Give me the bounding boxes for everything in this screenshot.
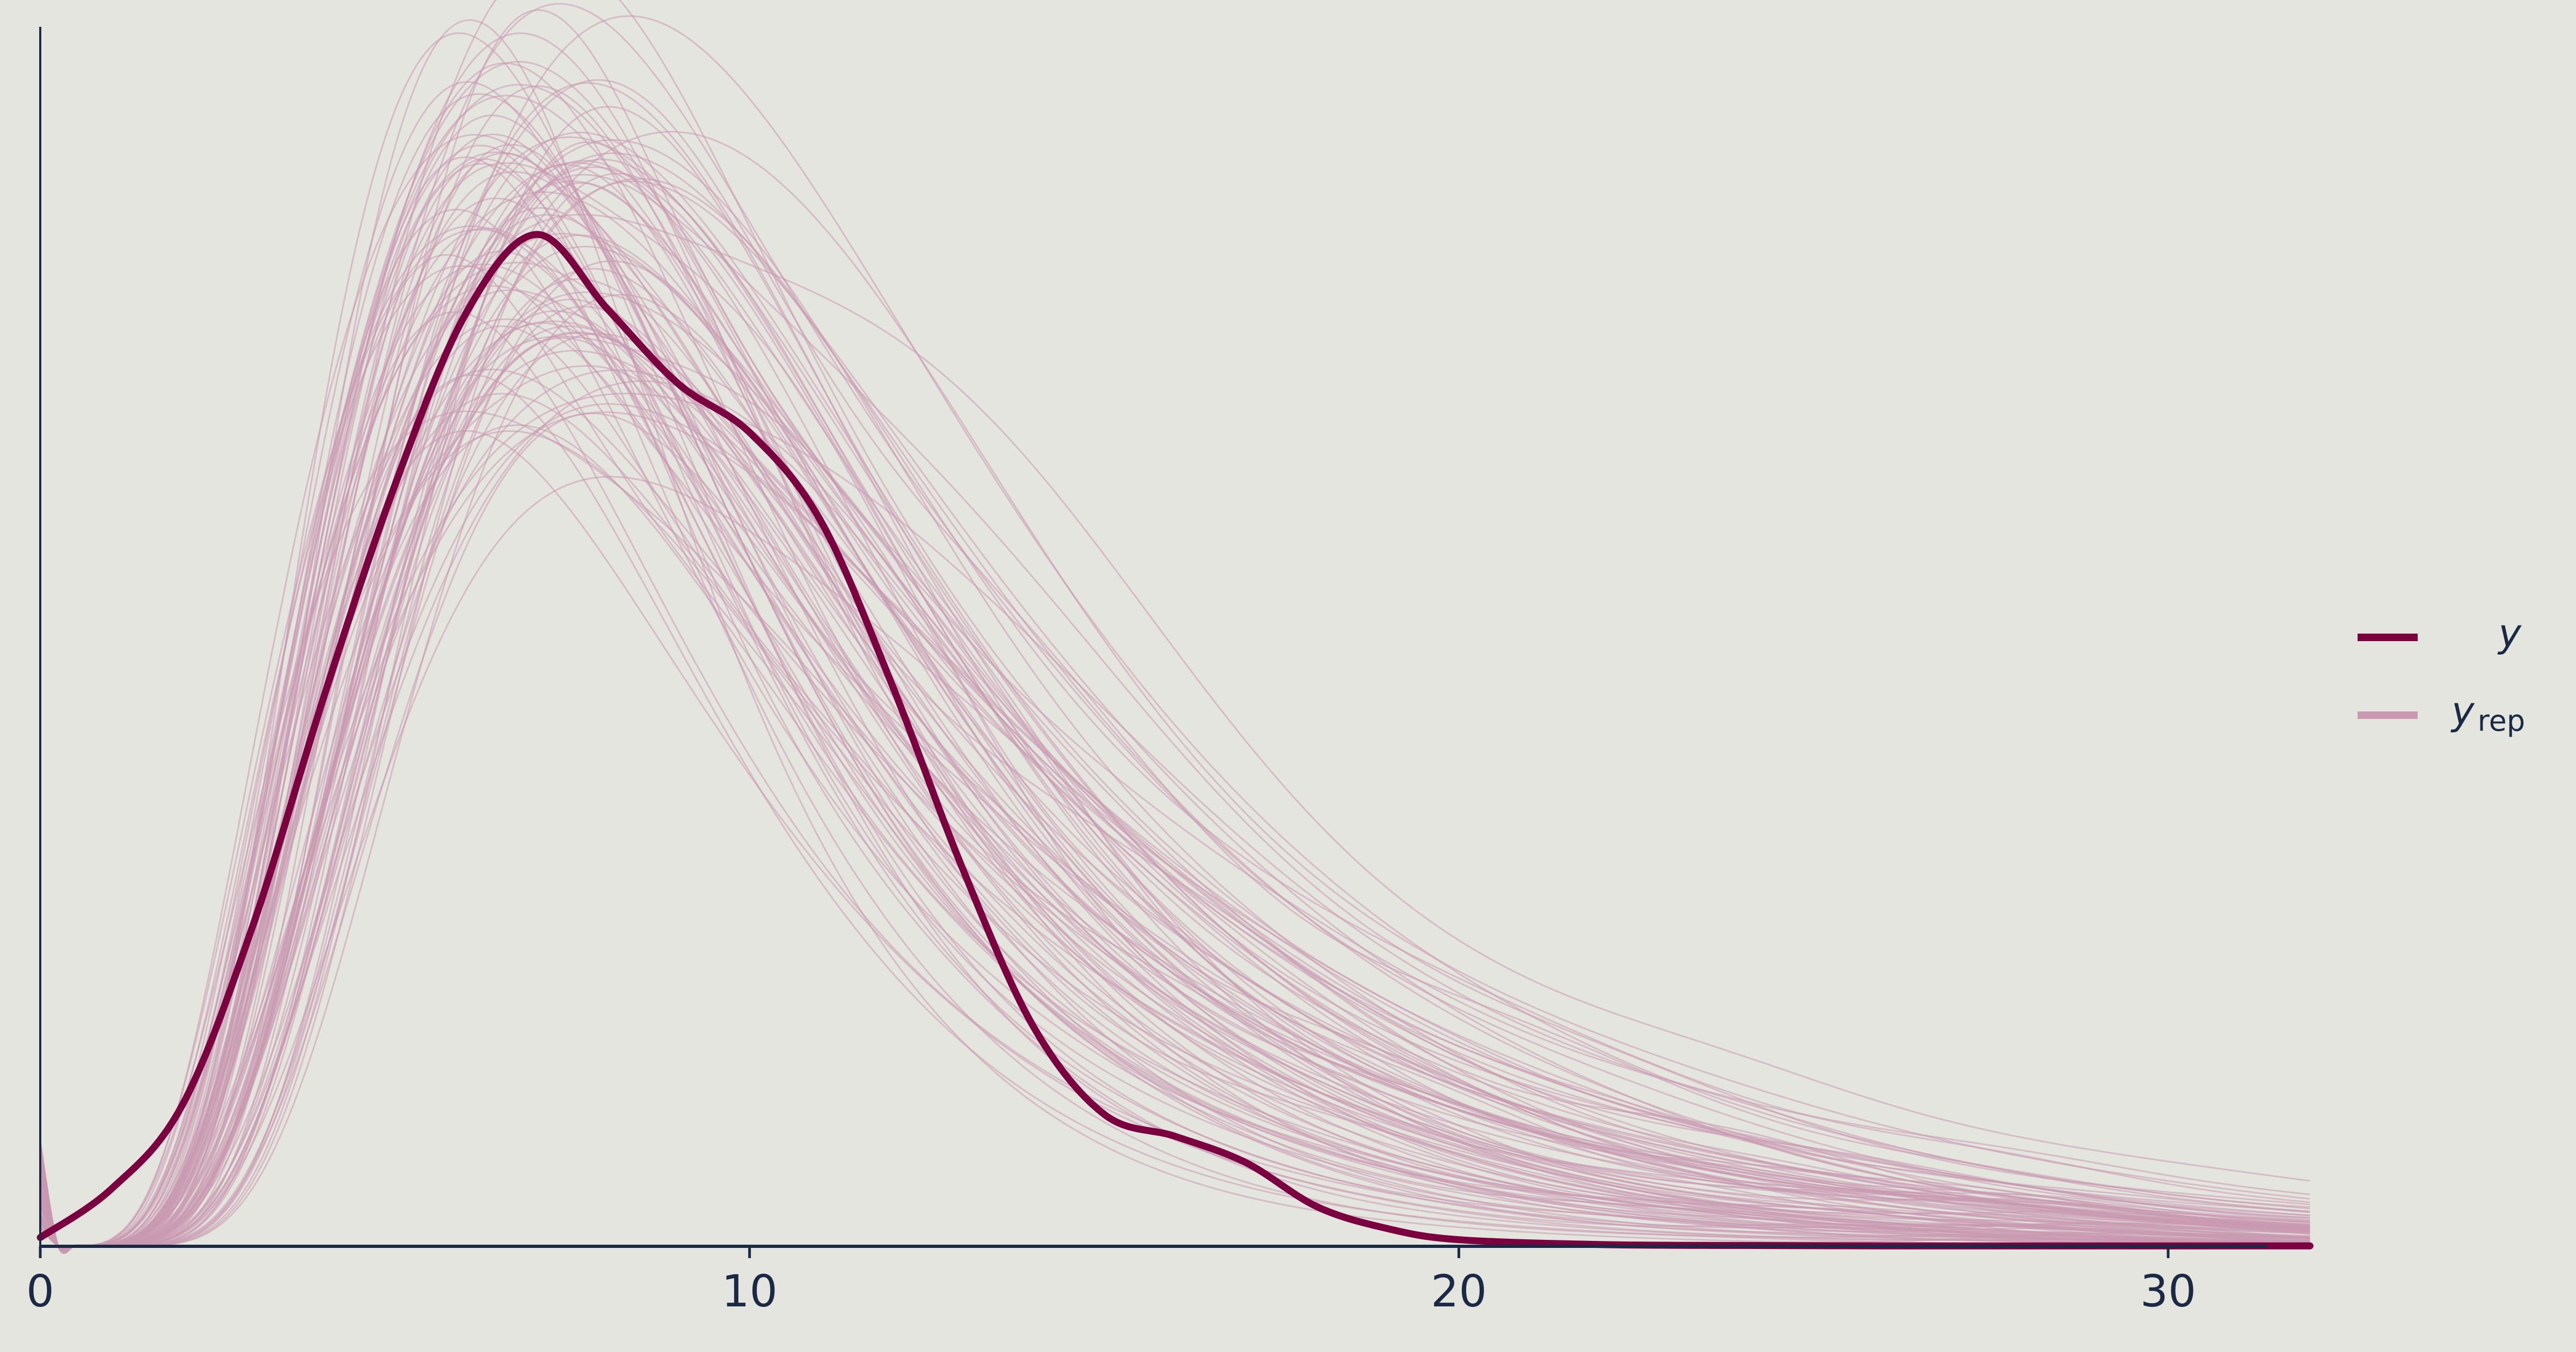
yrep-line [39,207,2310,1249]
legend-yrep-subscript: rep [2478,704,2526,738]
yrep-line [39,331,2310,1253]
yrep-line [39,214,2310,1252]
yrep-line [39,9,2310,1254]
yrep-line [39,162,2310,1249]
yrep-line [39,81,2310,1249]
yrep-line [39,335,2310,1251]
x-tick-label: 30 [2140,1266,2196,1317]
yrep-line [39,61,2310,1250]
yrep-line [39,298,2310,1251]
yrep-line [39,191,2310,1251]
yrep-line [39,411,2310,1250]
yrep-line [39,152,2310,1248]
yrep-line [39,209,2310,1252]
yrep-line [39,178,2310,1248]
chart-legend: y y rep [2358,611,2525,738]
yrep-line [39,291,2310,1248]
yrep-line [39,369,2310,1250]
yrep-density-lines [39,0,2310,1254]
legend-y-label: y [2497,611,2522,656]
yrep-line [39,3,2310,1251]
yrep-line [39,106,2310,1251]
yrep-line [39,234,2310,1251]
legend-yrep-base: y [2450,688,2475,733]
yrep-line [39,289,2310,1250]
yrep-line [39,182,2310,1253]
x-tick-label: 20 [1431,1266,1487,1317]
yrep-line [39,333,2310,1252]
yrep-line [39,84,2310,1252]
x-axis-ticks: 0 10 20 30 [26,1246,2196,1317]
yrep-line [39,139,2310,1248]
yrep-line [39,0,2310,1248]
yrep-line [39,246,2310,1251]
yrep-line [39,158,2310,1253]
yrep-line [39,163,2310,1250]
yrep-line [39,214,2310,1250]
yrep-line [39,311,2310,1248]
yrep-line [39,144,2310,1251]
x-tick-label: 0 [26,1266,54,1317]
yrep-line [39,318,2310,1254]
yrep-line [39,32,2310,1253]
yrep-line [39,144,2310,1248]
yrep-line [39,285,2310,1251]
yrep-line [39,380,2310,1254]
x-tick-label: 10 [721,1266,777,1317]
yrep-line [39,374,2310,1252]
yrep-line [39,261,2310,1254]
yrep-line [39,233,2310,1254]
yrep-line [39,19,2310,1248]
legend-yrep-label: y rep [2450,688,2525,738]
